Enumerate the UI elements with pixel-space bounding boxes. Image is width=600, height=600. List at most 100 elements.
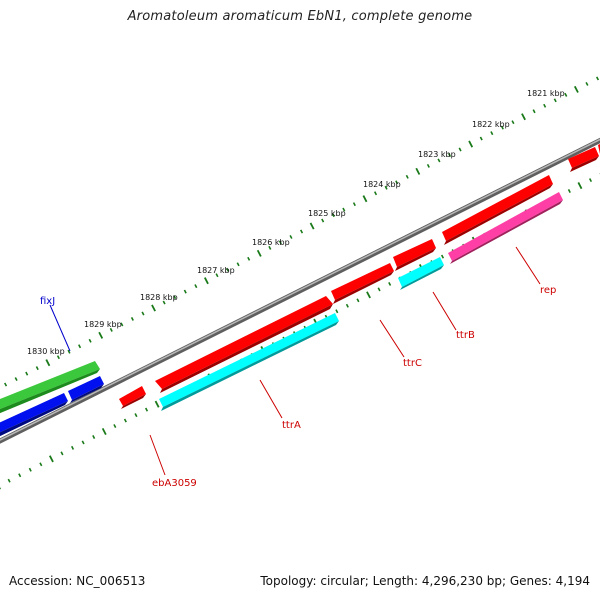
gene-shade	[0, 401, 68, 437]
scale-label: 1827 kbp	[197, 266, 235, 275]
scale-label: 1824 kbp	[363, 180, 401, 189]
scale-minor-tick	[374, 191, 378, 196]
scale-minor-tick	[4, 382, 8, 387]
scale-minor-tick	[28, 467, 32, 472]
scale-major-tick	[577, 182, 583, 190]
scale-minor-tick	[377, 287, 381, 292]
scale-minor-tick	[247, 256, 251, 261]
scale-minor-tick	[113, 424, 117, 429]
scale-minor-tick	[67, 349, 71, 354]
scale-minor-tick	[39, 462, 43, 467]
scale-label: 1829 kbp	[84, 320, 122, 329]
scale-minor-tick	[226, 267, 230, 272]
gene-label-fixJ[interactable]: fixJ	[40, 296, 55, 307]
gene-rep-forward[interactable]	[442, 175, 553, 241]
scale-minor-tick	[300, 229, 304, 234]
gene-right-edge[interactable]	[568, 147, 599, 168]
scale-minor-tick	[388, 281, 392, 286]
scale-minor-tick	[426, 163, 430, 168]
scale-minor-tick	[194, 284, 198, 289]
gene-fixJ-arrow[interactable]	[0, 361, 100, 411]
gene-label-rep[interactable]: rep	[540, 285, 556, 296]
ttrC-callout-line	[379, 319, 405, 358]
scale-minor-tick	[553, 98, 557, 103]
scale-major-tick	[45, 359, 51, 367]
scale-minor-tick	[92, 435, 96, 439]
gene-blue-2[interactable]	[68, 376, 104, 400]
ttrB-callout-line	[432, 291, 457, 331]
rep-callout-line	[515, 246, 541, 285]
gene-ttrB-forward[interactable]	[393, 239, 436, 267]
gene-label-ebA3059[interactable]: ebA3059	[152, 478, 197, 489]
genome-title: Aromatoleum aromaticum EbN1, complete ge…	[127, 9, 473, 24]
gene-shade	[160, 304, 333, 393]
scale-minor-tick	[18, 473, 22, 478]
scale-minor-tick	[268, 245, 272, 250]
scale-major-tick	[362, 195, 368, 203]
gene-shade	[121, 394, 146, 409]
scale-minor-tick	[356, 298, 360, 303]
scale-major-tick	[521, 113, 526, 121]
gene-ttrB[interactable]	[398, 257, 444, 287]
scale-minor-tick	[56, 355, 60, 360]
scale-minor-tick	[162, 300, 166, 305]
scale-minor-tick	[71, 445, 75, 450]
gene-shade	[444, 184, 553, 245]
gene-shade	[570, 156, 599, 172]
scale-minor-tick	[183, 289, 187, 294]
gene-shade	[395, 248, 436, 271]
gene-shade	[70, 384, 104, 403]
scale-major-tick	[256, 249, 262, 257]
scale-minor-tick	[440, 254, 445, 259]
scale-label: 1826 kbp	[252, 238, 290, 247]
scale-minor-tick	[60, 451, 64, 456]
genome-backbone-highlight	[0, 138, 600, 441]
scale-major-tick	[101, 427, 107, 436]
scale-minor-tick	[321, 218, 325, 223]
scale-minor-tick	[173, 295, 177, 300]
scale-major-tick	[48, 455, 54, 463]
scale-minor-tick	[595, 76, 600, 81]
gene-ttrA-forward[interactable]	[155, 296, 333, 389]
scale-minor-tick	[395, 180, 399, 185]
scale-minor-tick	[352, 202, 356, 207]
scale-minor-tick	[130, 316, 134, 321]
scale-minor-tick	[331, 213, 335, 218]
scale-minor-tick	[81, 440, 85, 445]
scale-minor-tick	[437, 158, 441, 163]
scale-minor-tick	[532, 109, 536, 114]
genome-summary-text: Topology: circular; Length: 4,296,230 bp…	[260, 574, 590, 588]
scale-label: 1822 kbp	[472, 120, 510, 129]
scale-label: 1828 kbp	[140, 293, 178, 302]
gene-label-ttrB[interactable]: ttrB	[456, 330, 475, 341]
gene-ttrC-forward[interactable]	[331, 263, 394, 300]
ttrA-callout-line	[259, 379, 283, 419]
gene-ttrA[interactable]	[159, 313, 339, 407]
gene-ebA3059[interactable]	[119, 386, 146, 406]
scale-minor-tick	[567, 189, 571, 193]
gene-label-ttrA[interactable]: ttrA	[282, 420, 301, 431]
scale-label: 1823 kbp	[418, 150, 456, 159]
scale-minor-tick	[145, 407, 149, 412]
gene-blue-1[interactable]	[0, 393, 68, 435]
scale-minor-tick	[14, 377, 18, 382]
scale-minor-tick	[236, 262, 240, 267]
scale-minor-tick	[141, 311, 145, 316]
accession-text: Accession: NC_006513	[9, 574, 146, 588]
scale-major-tick	[309, 222, 315, 230]
scale-minor-tick	[120, 322, 124, 327]
scale-minor-tick	[405, 174, 409, 179]
scale-major-tick	[468, 140, 474, 148]
scale-label: 1821 kbp	[527, 89, 565, 98]
fixJ-callout-line	[49, 304, 71, 352]
scale-minor-tick	[447, 153, 452, 157]
scale-minor-tick	[134, 413, 138, 418]
scale-major-tick	[366, 291, 371, 299]
scale-minor-tick	[585, 81, 589, 86]
scale-minor-tick	[25, 371, 29, 376]
scale-minor-tick	[458, 147, 462, 152]
gene-label-ttrC[interactable]: ttrC	[403, 358, 422, 369]
gene-shade	[450, 200, 563, 264]
gene-rep[interactable]	[448, 192, 563, 261]
